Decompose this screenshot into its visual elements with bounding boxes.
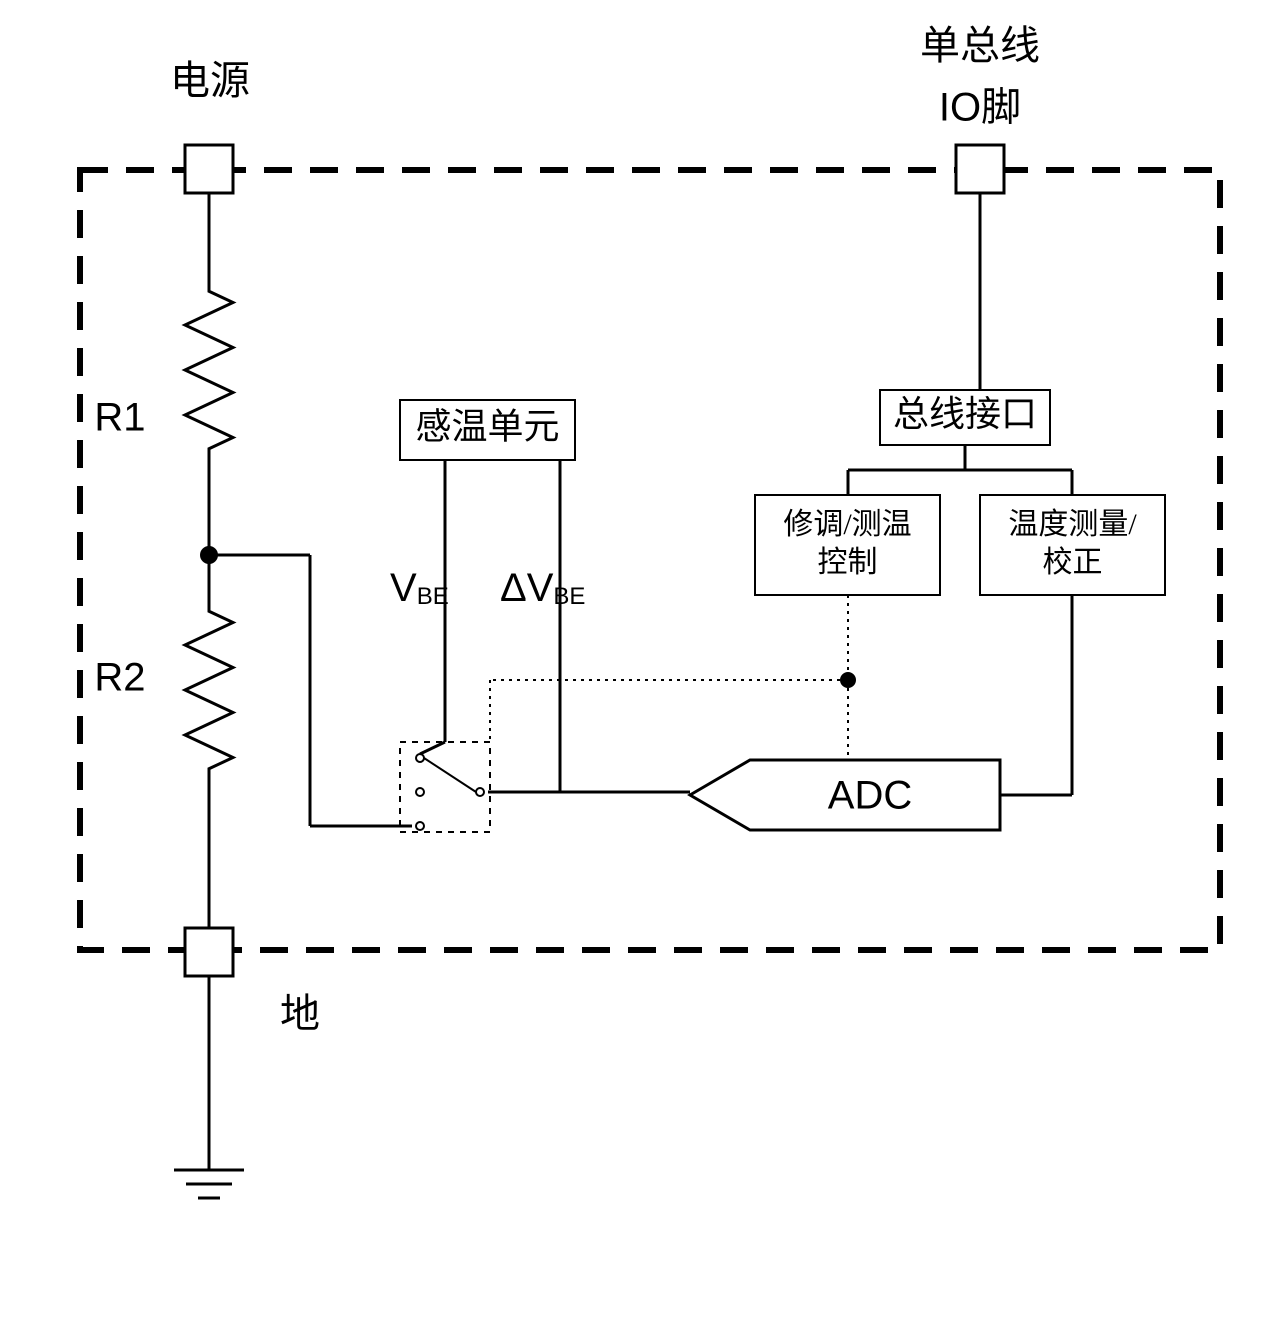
svg-text:控制: 控制	[818, 546, 878, 579]
bus-label-line2: IO脚	[939, 86, 1021, 130]
svg-text:温度测量/: 温度测量/	[1008, 508, 1137, 541]
vbe-label: VBE	[390, 566, 449, 611]
r2-label: R2	[94, 656, 145, 700]
svg-text:修调/测温: 修调/测温	[783, 508, 911, 541]
io-pad	[956, 145, 1004, 193]
delta-vbe-label: ΔVBE	[500, 566, 585, 611]
bus-interface-label: 总线接口	[893, 394, 1037, 434]
r1-label: R1	[94, 396, 145, 440]
power-pad	[185, 145, 233, 193]
ground-label: 地	[280, 991, 320, 1036]
power-label: 电源	[170, 58, 250, 103]
svg-text:校正: 校正	[1043, 546, 1103, 579]
gnd-pad	[185, 928, 233, 976]
mux-switch-box	[400, 742, 490, 832]
bus-label-line1: 单总线	[920, 23, 1040, 68]
adc-label: ADC	[828, 774, 912, 818]
sense-unit-label: 感温单元	[415, 406, 559, 446]
